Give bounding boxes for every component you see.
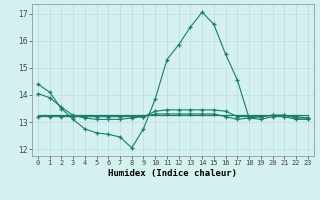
X-axis label: Humidex (Indice chaleur): Humidex (Indice chaleur) [108,169,237,178]
